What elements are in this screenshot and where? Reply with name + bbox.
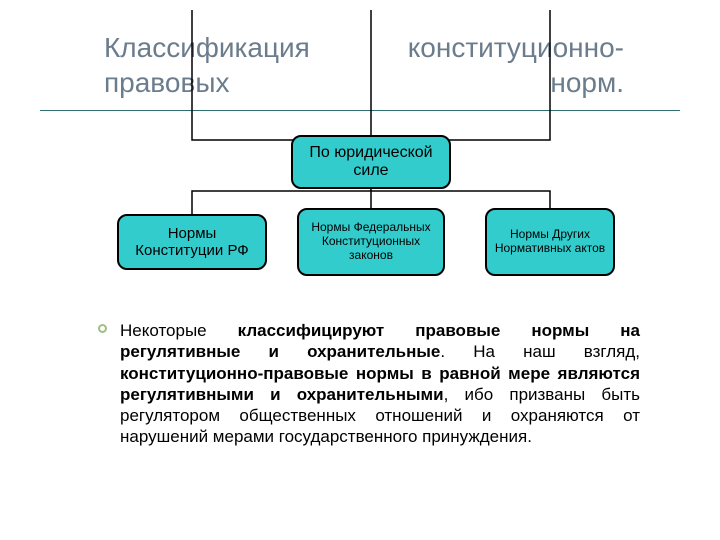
slide-title: Классификация конституционно- правовых н… [104,30,624,100]
title-line-2: правовых норм. [104,67,624,98]
bullet-marker-icon [98,324,107,333]
diagram-child-node: Нормы Федеральных Конституционных законо… [297,208,445,276]
title-word-2: конституционно- [408,32,624,63]
title-word-1: Классификация [104,32,310,63]
diagram-root-node: По юридической силе [291,135,451,189]
title-divider [40,110,680,111]
diagram-child-node: Нормы Конституции РФ [117,214,267,270]
bullet-text: Некоторые классифицируют правовые нормы … [120,320,640,448]
bullet-item: Некоторые классифицируют правовые нормы … [120,320,640,448]
diagram-child-node: Нормы Других Нормативных актов [485,208,615,276]
